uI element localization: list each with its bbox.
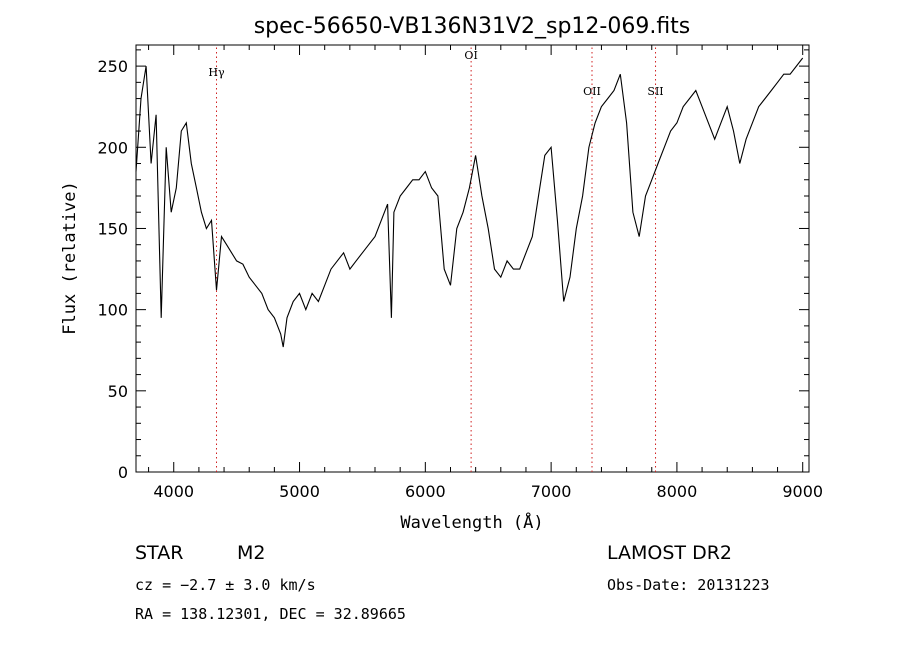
redshift-velocity: cz = −2.7 ± 3.0 km/s <box>135 576 316 594</box>
y-tick-label: 250 <box>97 57 128 76</box>
sky-coordinates: RA = 138.12301, DEC = 32.89665 <box>135 605 406 623</box>
observation-date: Obs-Date: 20131223 <box>607 576 770 594</box>
x-tick-label: 7000 <box>531 482 572 501</box>
object-type: STAR <box>135 542 184 564</box>
chart-title: spec-56650-VB136N31V2_sp12-069.fits <box>254 14 691 39</box>
marker-label: OII <box>583 85 601 98</box>
x-tick-label: 4000 <box>153 482 194 501</box>
axis-ticks: 4000 5000 6000 7000 8000 9000 0 50 100 150 200 250 <box>97 45 823 501</box>
spectrum-series-line <box>135 57 804 348</box>
plot-frame <box>135 44 810 473</box>
marker-label: Hγ <box>208 66 225 79</box>
x-tick-label: 9000 <box>782 482 823 501</box>
x-tick-label: 5000 <box>279 482 320 501</box>
x-tick-label: 6000 <box>405 482 446 501</box>
marker-label: OI <box>464 49 477 62</box>
y-axis-label: Flux (relative) <box>60 181 80 335</box>
spectral-line-markers: Hγ OI OII SII <box>208 45 664 472</box>
object-subclass: M2 <box>237 542 266 564</box>
y-tick-label: 100 <box>97 301 128 320</box>
x-axis-label: Wavelength (Å) <box>400 511 543 533</box>
y-tick-label: 200 <box>97 138 128 157</box>
survey-name: LAMOST DR2 <box>607 542 732 564</box>
marker-label: SII <box>647 85 663 98</box>
x-tick-label: 8000 <box>657 482 698 501</box>
y-tick-label: 50 <box>108 382 128 401</box>
y-tick-label: 0 <box>118 463 128 482</box>
y-tick-label: 150 <box>97 219 128 238</box>
